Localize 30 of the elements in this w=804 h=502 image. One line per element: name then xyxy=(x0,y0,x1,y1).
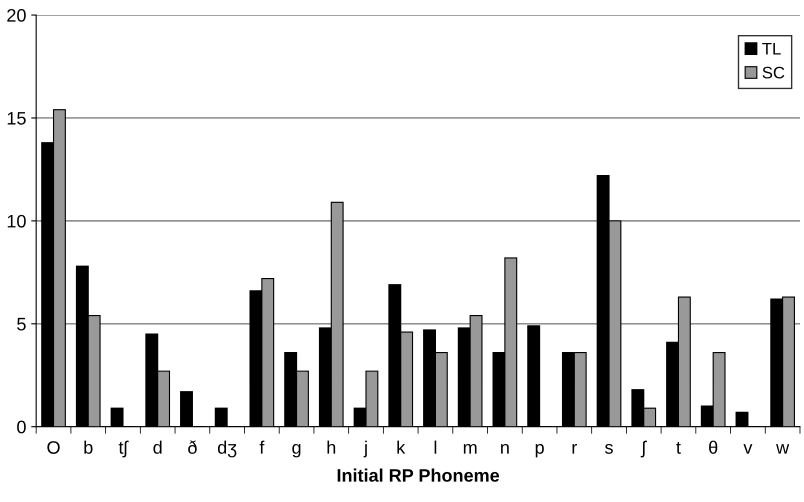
x-tick-label: d xyxy=(153,440,162,454)
x-tick-label: j xyxy=(364,440,367,458)
x-tick-label: O xyxy=(47,441,60,454)
legend-label: TL xyxy=(762,43,781,54)
y-tick-label: 20 xyxy=(7,8,26,22)
x-tick-label: p xyxy=(536,444,544,458)
x-tick-label: tʃ xyxy=(118,440,129,458)
x-tick-label: v xyxy=(743,444,752,454)
x-tick-label: θ xyxy=(709,440,718,454)
x-tick-label: l xyxy=(434,440,436,454)
x-tick-label: n xyxy=(501,444,509,454)
x-tick-label: g xyxy=(292,444,300,458)
x-tick-label: ð xyxy=(188,440,197,454)
x-tick-label: h xyxy=(328,440,336,454)
x-tick-label: k xyxy=(397,440,406,454)
x-tick-label: w xyxy=(776,444,790,454)
x-axis-title: Initial RP Phoneme xyxy=(338,468,500,482)
x-tick-label: r xyxy=(572,444,578,454)
x-tick-label: b xyxy=(84,440,93,454)
x-tick-label: m xyxy=(464,444,476,454)
y-tick-label: 15 xyxy=(8,112,26,125)
legend-label: SC xyxy=(762,66,784,79)
x-tick-label: ʃ xyxy=(640,440,647,458)
y-tick-label: 0 xyxy=(17,420,26,434)
x-tick-label: t xyxy=(676,442,681,454)
x-tick-label: dʒ xyxy=(218,440,236,458)
x-tick-label: s xyxy=(605,444,613,454)
y-tick-label: 10 xyxy=(8,214,26,228)
x-tick-label: f xyxy=(260,440,264,454)
y-tick-label: 5 xyxy=(17,318,26,331)
